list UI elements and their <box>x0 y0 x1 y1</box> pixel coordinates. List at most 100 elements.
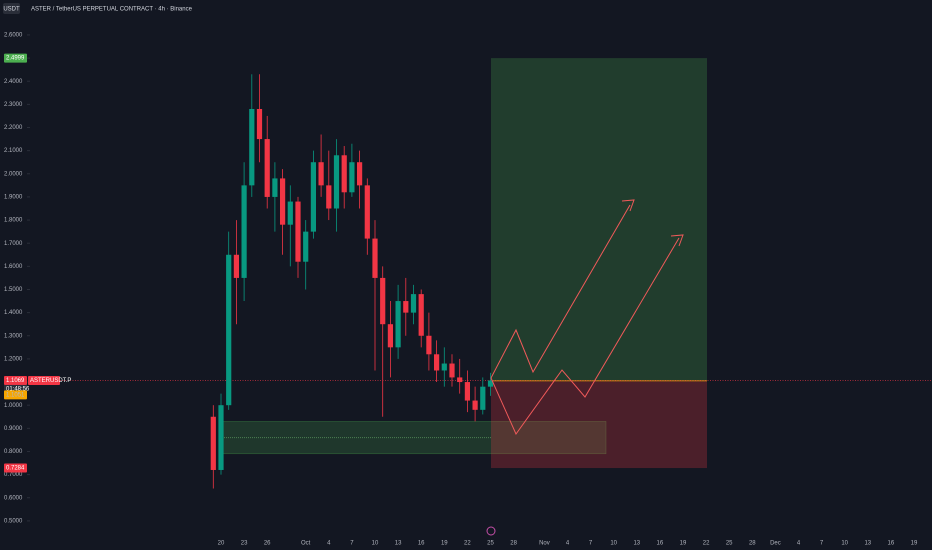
arrow-head <box>670 234 684 247</box>
candle-body <box>341 155 347 193</box>
candle-body <box>472 400 478 410</box>
y-tick-label: 1.8000 <box>4 218 23 224</box>
y-tick-label: 1.9000 <box>4 195 23 201</box>
x-tick-label: 23 <box>241 541 248 547</box>
candle-body <box>380 277 386 325</box>
stop-price-label-box <box>4 463 27 473</box>
x-tick-label: 4 <box>327 541 331 547</box>
x-tick-label: 25 <box>487 541 494 547</box>
y-tick-label: 1.0000 <box>4 403 23 409</box>
countdown-box <box>4 384 27 393</box>
candle-body <box>426 335 432 355</box>
y-tick-label: 2.1000 <box>4 148 23 154</box>
candle-body <box>233 254 239 278</box>
candle-body <box>295 201 301 262</box>
countdown: 01:48:56 <box>6 387 30 393</box>
currency-box[interactable] <box>3 3 20 14</box>
drawings-back <box>30 58 932 469</box>
candle-body <box>264 139 270 197</box>
target-zone <box>491 58 707 381</box>
candle-body <box>333 155 340 209</box>
candles <box>210 74 494 489</box>
candle-body <box>226 254 232 406</box>
candle-body <box>326 185 332 209</box>
currency: USDT <box>3 7 20 13</box>
projection-arrow <box>490 237 680 435</box>
x-tick-label: 20 <box>218 541 225 547</box>
candle-body <box>318 162 324 186</box>
y-tick-label: 1.7000 <box>4 241 23 247</box>
y-tick-label: 1.2000 <box>4 356 23 362</box>
candle-body <box>272 178 278 197</box>
x-tick-label: Dec <box>770 541 781 547</box>
x-tick-label: 7 <box>820 541 824 547</box>
projection-arrow <box>490 204 631 379</box>
candle-body <box>249 108 255 186</box>
last-price-label: 1.1069 <box>6 378 25 384</box>
stop-price-label: 0.7284 <box>6 466 25 472</box>
candle-body <box>256 108 263 140</box>
candle-body <box>210 416 216 470</box>
candle-body <box>357 162 363 186</box>
entry-price-box <box>4 390 27 400</box>
axes: 2.60002.50002.40002.30002.20002.10002.00… <box>4 33 918 547</box>
entry-price-label: 1.1051 <box>6 392 25 398</box>
x-tick-label: 22 <box>703 541 710 547</box>
x-tick-label: 7 <box>350 541 354 547</box>
candle-body <box>310 162 316 232</box>
x-tick-label: 10 <box>841 541 848 547</box>
candle-body <box>349 162 355 193</box>
symbol-box <box>28 375 60 385</box>
y-tick-label: 1.6000 <box>4 264 23 270</box>
x-tick-label: 4 <box>797 541 801 547</box>
x-tick-label: 22 <box>464 541 471 547</box>
x-tick-label: 19 <box>911 541 918 547</box>
y-tick-label: 0.9000 <box>4 426 23 432</box>
x-tick-label: 26 <box>264 541 271 547</box>
event-icon[interactable] <box>486 526 496 536</box>
y-tick-label: 0.5000 <box>4 518 23 524</box>
y-tick-label: 1.5000 <box>4 287 23 293</box>
candle-body <box>464 382 470 401</box>
candle-body <box>457 377 463 383</box>
x-tick-label: 19 <box>680 541 687 547</box>
x-tick-label: 7 <box>589 541 593 547</box>
chart-title: ASTER / TetherUS PERPETUAL CONTRACT · 4h… <box>31 7 193 13</box>
candle-body <box>280 178 286 225</box>
candle-body <box>441 363 447 371</box>
candle-body <box>218 405 224 470</box>
arrow-head <box>621 199 635 212</box>
y-tick-label: 2.0000 <box>4 171 23 177</box>
y-tick-label: 2.4000 <box>4 79 23 85</box>
candle-body <box>403 301 409 313</box>
x-tick-label: 13 <box>633 541 640 547</box>
target-price-label: 2.4999 <box>6 56 25 62</box>
x-tick-label: Nov <box>539 541 550 547</box>
x-tick-label: Oct <box>301 541 311 547</box>
candle-body <box>372 238 378 278</box>
candle-body <box>418 294 424 336</box>
drawings-front <box>486 199 684 536</box>
candle-body <box>287 201 293 225</box>
x-tick-label: 13 <box>395 541 402 547</box>
y-tick-label: 2.2000 <box>4 125 23 131</box>
x-tick-label: 10 <box>372 541 379 547</box>
candle-body <box>480 386 486 410</box>
x-tick-label: 10 <box>610 541 617 547</box>
y-tick-label: 2.3000 <box>4 102 23 108</box>
x-tick-label: 4 <box>566 541 570 547</box>
x-tick-label: 16 <box>888 541 895 547</box>
y-tick-label: 0.7000 <box>4 472 23 478</box>
x-tick-label: 25 <box>726 541 733 547</box>
y-tick-label: 1.3000 <box>4 333 23 339</box>
candle-body <box>303 231 309 262</box>
x-tick-label: 16 <box>657 541 664 547</box>
last-price-label-box <box>4 375 27 385</box>
target-price-label-box <box>4 53 27 63</box>
y-tick-label: 0.6000 <box>4 495 23 501</box>
candle-body <box>410 294 417 313</box>
